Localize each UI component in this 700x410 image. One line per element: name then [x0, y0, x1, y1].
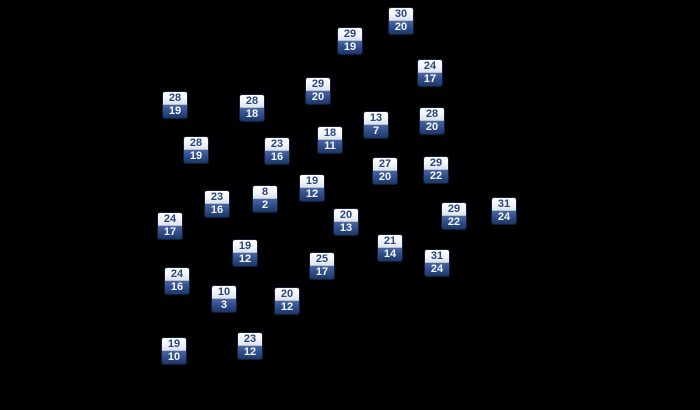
low-temp-value: 19 [163, 105, 187, 118]
low-temp-value: 16 [205, 204, 229, 217]
high-temp-value: 31 [425, 250, 449, 263]
high-temp-value: 21 [378, 235, 402, 248]
low-temp-value: 18 [240, 108, 264, 121]
low-temp-value: 16 [265, 151, 289, 164]
temperature-badge[interactable]: 31 24 [425, 250, 449, 276]
high-temp-value: 23 [205, 191, 229, 204]
temperature-badge[interactable]: 20 12 [275, 288, 299, 314]
temperature-badge[interactable]: 18 11 [318, 127, 342, 153]
high-temp-value: 31 [492, 198, 516, 211]
temperature-badge[interactable]: 21 14 [378, 235, 402, 261]
temperature-badge[interactable]: 29 20 [306, 78, 330, 104]
low-temp-value: 19 [338, 41, 362, 54]
temperature-badge[interactable]: 19 10 [162, 338, 186, 364]
high-temp-value: 25 [310, 253, 334, 266]
low-temp-value: 11 [318, 140, 342, 153]
low-temp-value: 19 [184, 150, 208, 163]
temperature-badge[interactable]: 24 17 [418, 60, 442, 86]
temperature-badge[interactable]: 28 19 [184, 137, 208, 163]
low-temp-value: 22 [424, 170, 448, 183]
high-temp-value: 29 [338, 28, 362, 41]
low-temp-value: 24 [425, 263, 449, 276]
high-temp-value: 23 [238, 333, 262, 346]
low-temp-value: 2 [253, 199, 277, 212]
temperature-badge[interactable]: 27 20 [373, 158, 397, 184]
high-temp-value: 24 [158, 213, 182, 226]
high-temp-value: 28 [240, 95, 264, 108]
high-temp-value: 29 [424, 157, 448, 170]
temperature-badge[interactable]: 24 16 [165, 268, 189, 294]
temperature-badge[interactable]: 23 12 [238, 333, 262, 359]
low-temp-value: 20 [420, 121, 444, 134]
temperature-badge[interactable]: 20 13 [334, 209, 358, 235]
high-temp-value: 19 [162, 338, 186, 351]
low-temp-value: 10 [162, 351, 186, 364]
temperature-badge[interactable]: 28 20 [420, 108, 444, 134]
high-temp-value: 28 [420, 108, 444, 121]
low-temp-value: 14 [378, 248, 402, 261]
high-temp-value: 10 [212, 286, 236, 299]
high-temp-value: 19 [300, 175, 324, 188]
low-temp-value: 20 [373, 171, 397, 184]
temperature-badge[interactable]: 23 16 [265, 138, 289, 164]
low-temp-value: 7 [364, 125, 388, 138]
temperature-badge[interactable]: 19 12 [300, 175, 324, 201]
high-temp-value: 29 [442, 203, 466, 216]
low-temp-value: 12 [233, 253, 257, 266]
high-temp-value: 28 [184, 137, 208, 150]
high-temp-value: 24 [418, 60, 442, 73]
low-temp-value: 24 [492, 211, 516, 224]
low-temp-value: 17 [418, 73, 442, 86]
high-temp-value: 23 [265, 138, 289, 151]
temperature-badge[interactable]: 10 3 [212, 286, 236, 312]
temperature-badge[interactable]: 19 12 [233, 240, 257, 266]
low-temp-value: 13 [334, 222, 358, 235]
low-temp-value: 3 [212, 299, 236, 312]
low-temp-value: 12 [275, 301, 299, 314]
high-temp-value: 19 [233, 240, 257, 253]
low-temp-value: 16 [165, 281, 189, 294]
low-temp-value: 17 [158, 226, 182, 239]
high-temp-value: 8 [253, 186, 277, 199]
temperature-badge[interactable]: 31 24 [492, 198, 516, 224]
temperature-badge[interactable]: 13 7 [364, 112, 388, 138]
high-temp-value: 28 [163, 92, 187, 105]
low-temp-value: 20 [306, 91, 330, 104]
high-temp-value: 24 [165, 268, 189, 281]
temperature-badge[interactable]: 24 17 [158, 213, 182, 239]
high-temp-value: 20 [334, 209, 358, 222]
low-temp-value: 17 [310, 266, 334, 279]
high-temp-value: 13 [364, 112, 388, 125]
temperature-badge[interactable]: 28 18 [240, 95, 264, 121]
temperature-badge[interactable]: 29 19 [338, 28, 362, 54]
low-temp-value: 12 [300, 188, 324, 201]
temperature-badge[interactable]: 28 19 [163, 92, 187, 118]
temperature-badge[interactable]: 29 22 [424, 157, 448, 183]
temperature-badge[interactable]: 25 17 [310, 253, 334, 279]
low-temp-value: 20 [389, 21, 413, 34]
high-temp-value: 18 [318, 127, 342, 140]
high-temp-value: 27 [373, 158, 397, 171]
high-temp-value: 29 [306, 78, 330, 91]
low-temp-value: 22 [442, 216, 466, 229]
low-temp-value: 12 [238, 346, 262, 359]
temperature-badge[interactable]: 29 22 [442, 203, 466, 229]
temperature-badge[interactable]: 23 16 [205, 191, 229, 217]
high-temp-value: 30 [389, 8, 413, 21]
temperature-badge[interactable]: 30 20 [389, 8, 413, 34]
high-temp-value: 20 [275, 288, 299, 301]
